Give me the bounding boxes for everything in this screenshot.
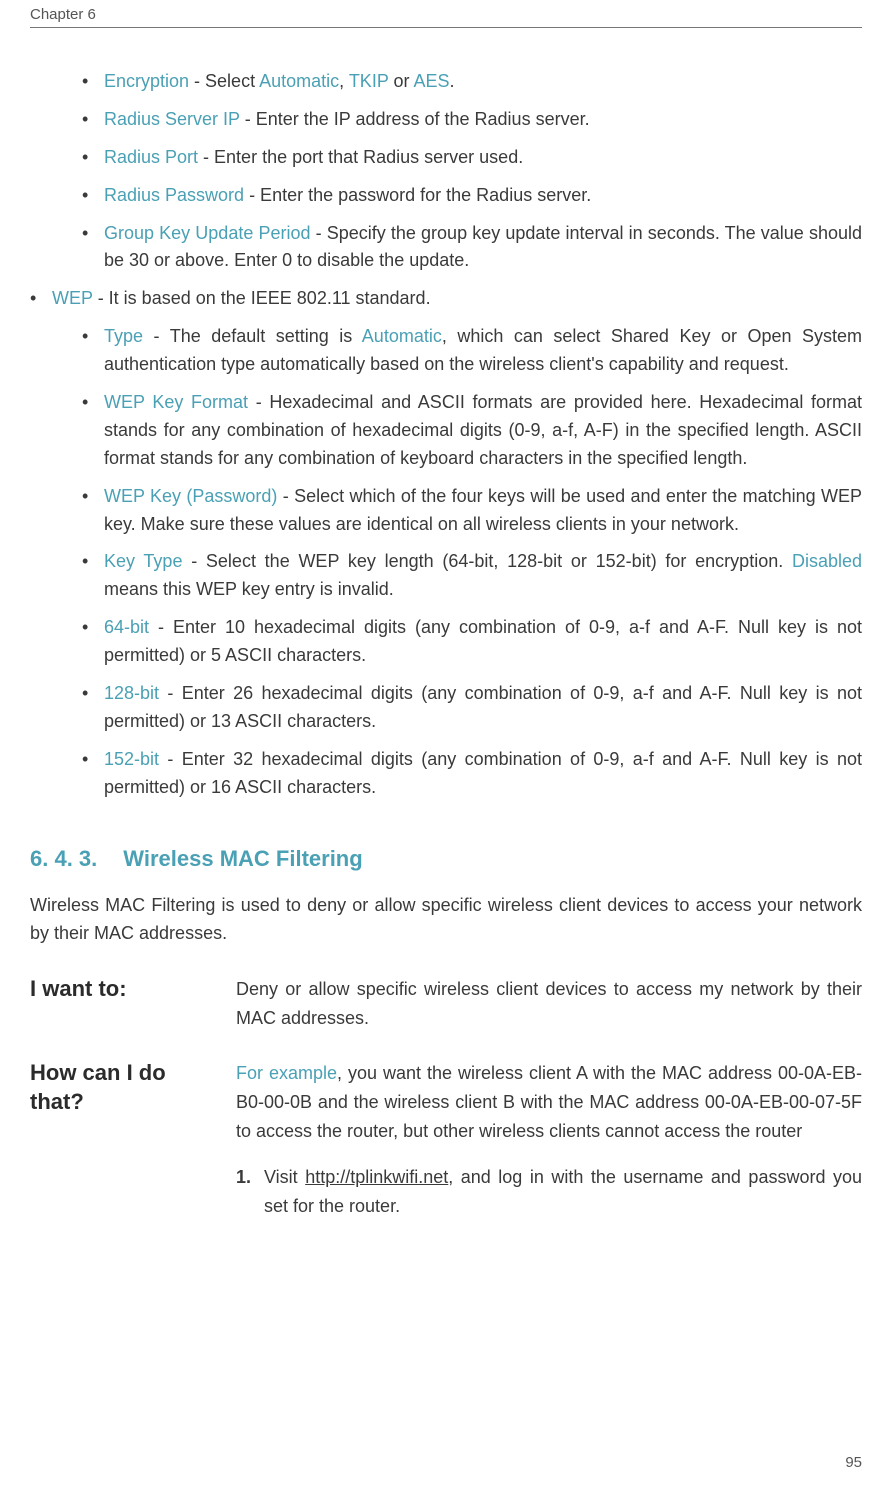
- term-tkip: TKIP: [349, 71, 389, 91]
- term-radius-server-ip: Radius Server IP: [104, 109, 240, 129]
- content-area: Encryption - Select Automatic, TKIP or A…: [30, 68, 862, 1229]
- text: - Enter the port that Radius server used…: [198, 147, 523, 167]
- text: - It is based on the IEEE 802.11 standar…: [93, 288, 431, 308]
- for-example-label: For example: [236, 1063, 337, 1083]
- qa-block: I want to: Deny or allow specific wirele…: [30, 975, 862, 1229]
- text: - Select: [189, 71, 259, 91]
- term-radius-password: Radius Password: [104, 185, 244, 205]
- term-disabled: Disabled: [792, 551, 862, 571]
- list-item: Key Type - Select the WEP key length (64…: [82, 548, 862, 604]
- term-type: Type: [104, 326, 143, 346]
- text: - Select the WEP key length (64-bit, 128…: [182, 551, 792, 571]
- list-item: Radius Port - Enter the port that Radius…: [82, 144, 862, 172]
- list-item: 64-bit - Enter 10 hexadecimal digits (an…: [82, 614, 862, 670]
- how-label: How can I do that?: [30, 1059, 210, 1229]
- tplink-url-link[interactable]: http://tplinkwifi.net: [305, 1167, 448, 1187]
- step-item: Visit http://tplinkwifi.net, and log in …: [236, 1163, 862, 1221]
- list-item: WEP - It is based on the IEEE 802.11 sta…: [30, 285, 862, 313]
- list-item: 128-bit - Enter 26 hexadecimal digits (a…: [82, 680, 862, 736]
- list-item: Type - The default setting is Automatic,…: [82, 323, 862, 379]
- text: - Enter 32 hexadecimal digits (any combi…: [104, 749, 862, 797]
- i-want-to-label: I want to:: [30, 975, 210, 1033]
- term-wep: WEP: [52, 288, 93, 308]
- section-number: 6. 4. 3.: [30, 846, 97, 871]
- list-item: 152-bit - Enter 32 hexadecimal digits (a…: [82, 746, 862, 802]
- term-encryption: Encryption: [104, 71, 189, 91]
- bullet-list-wep-sub: Type - The default setting is Automatic,…: [30, 323, 862, 801]
- term-key-type: Key Type: [104, 551, 182, 571]
- term-group-key-update: Group Key Update Period: [104, 223, 311, 243]
- term-128bit: 128-bit: [104, 683, 159, 703]
- text: means this WEP key entry is invalid.: [104, 579, 394, 599]
- how-body: For example, you want the wireless clien…: [236, 1059, 862, 1229]
- text: or: [389, 71, 414, 91]
- bullet-list-top: Encryption - Select Automatic, TKIP or A…: [30, 68, 862, 275]
- term-automatic: Automatic: [259, 71, 339, 91]
- page-number: 95: [845, 1454, 862, 1471]
- term-automatic: Automatic: [362, 326, 442, 346]
- page-header: Chapter 6: [30, 0, 862, 28]
- term-aes: AES: [414, 71, 450, 91]
- text: - Enter 26 hexadecimal digits (any combi…: [104, 683, 862, 731]
- i-want-to-body: Deny or allow specific wireless client d…: [236, 975, 862, 1033]
- text: .: [450, 71, 455, 91]
- list-item: WEP Key (Password) - Select which of the…: [82, 483, 862, 539]
- term-wep-key-format: WEP Key Format: [104, 392, 248, 412]
- section-title-text: Wireless MAC Filtering: [123, 846, 362, 871]
- term-radius-port: Radius Port: [104, 147, 198, 167]
- term-152bit: 152-bit: [104, 749, 159, 769]
- section-intro: Wireless MAC Filtering is used to deny o…: [30, 892, 862, 948]
- list-item: WEP Key Format - Hexadecimal and ASCII f…: [82, 389, 862, 473]
- chapter-label: Chapter 6: [30, 6, 96, 23]
- term-wep-key-password: WEP Key (Password): [104, 486, 277, 506]
- text: - The default setting is: [143, 326, 362, 346]
- bullet-list-wep: WEP - It is based on the IEEE 802.11 sta…: [30, 285, 862, 313]
- list-item: Radius Server IP - Enter the IP address …: [82, 106, 862, 134]
- list-item: Group Key Update Period - Specify the gr…: [82, 220, 862, 276]
- term-64bit: 64-bit: [104, 617, 149, 637]
- list-item: Radius Password - Enter the password for…: [82, 182, 862, 210]
- list-item: Encryption - Select Automatic, TKIP or A…: [82, 68, 862, 96]
- text: - Enter 10 hexadecimal digits (any combi…: [104, 617, 862, 665]
- section-heading: 6. 4. 3. Wireless MAC Filtering: [30, 842, 862, 876]
- text: ,: [339, 71, 349, 91]
- step-list: Visit http://tplinkwifi.net, and log in …: [236, 1163, 862, 1221]
- step-text-a: Visit: [264, 1167, 305, 1187]
- text: - Enter the IP address of the Radius ser…: [240, 109, 590, 129]
- text: - Enter the password for the Radius serv…: [244, 185, 591, 205]
